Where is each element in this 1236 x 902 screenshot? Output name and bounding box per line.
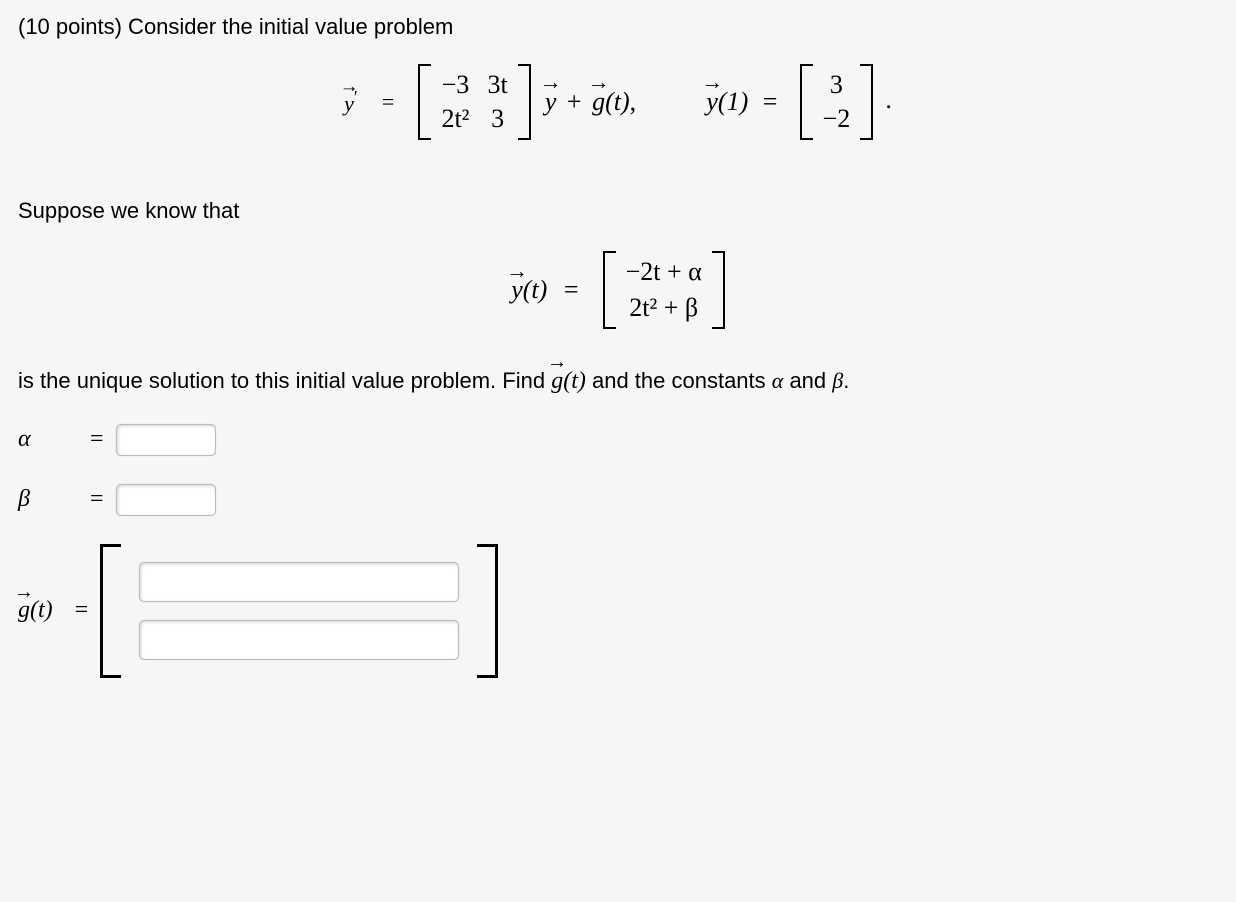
intro-text: (10 points) Consider the initial value p… [18, 12, 1218, 42]
matrix-A: −33t 2t²3 [418, 64, 530, 140]
beta-input[interactable] [116, 484, 216, 516]
beta-symbol: β [832, 368, 843, 393]
equals-1: = [372, 89, 404, 115]
g-vector: →g [592, 87, 605, 117]
g2-input[interactable] [139, 620, 459, 660]
beta-row: β = [18, 484, 1218, 516]
instruction-text: is the unique solution to this initial v… [18, 365, 1218, 397]
g-vector-input [100, 544, 498, 678]
equation-solution: →y(t) = −2t + α 2t² + β [18, 251, 1218, 329]
solution-vector: −2t + α 2t² + β [603, 251, 725, 329]
initial-condition-vector: 3 −2 [800, 64, 874, 140]
equals-2: = [755, 87, 786, 116]
alpha-row: α = [18, 424, 1218, 456]
answer-section: α = β = →g(t) = [18, 424, 1218, 678]
g-of-t-label: →g [18, 597, 30, 624]
alpha-symbol: α [772, 368, 784, 393]
alpha-input[interactable] [116, 424, 216, 456]
y-vector: →y [545, 87, 557, 117]
suppose-text: Suppose we know that [18, 196, 1218, 226]
alpha-label: α [18, 426, 31, 452]
y-of-t: →y [511, 275, 523, 305]
g-of-t-inline: →g [551, 365, 563, 397]
plus-1: + [563, 87, 586, 116]
y-vector-prime: →y [344, 91, 354, 117]
beta-label: β [18, 486, 30, 512]
y-at-1: →y [706, 87, 718, 117]
g1-input[interactable] [139, 562, 459, 602]
g-of-t-row: →g(t) = [18, 544, 1218, 678]
equation-ivp: →y ′ = −33t 2t²3 →y + →g(t), [18, 64, 1218, 140]
equals-3: = [554, 275, 589, 304]
problem-page: (10 points) Consider the initial value p… [0, 0, 1236, 902]
